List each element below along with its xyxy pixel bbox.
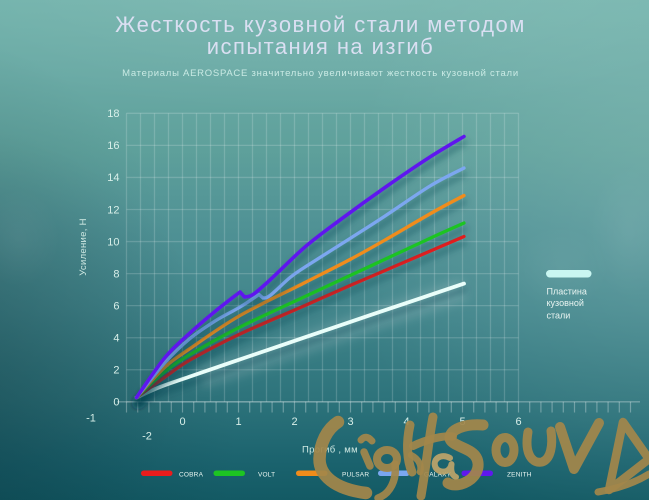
svg-text:2: 2 bbox=[113, 365, 119, 377]
svg-text:Прогиб , мм: Прогиб , мм bbox=[302, 445, 358, 456]
svg-text:-2: -2 bbox=[142, 431, 152, 443]
svg-text:GALAXY: GALAXY bbox=[424, 472, 452, 479]
svg-text:PULSAR: PULSAR bbox=[342, 472, 369, 479]
svg-text:12: 12 bbox=[107, 204, 119, 216]
svg-text:VOLT: VOLT bbox=[258, 472, 275, 479]
svg-text:8: 8 bbox=[113, 268, 119, 280]
svg-text:4: 4 bbox=[113, 333, 119, 345]
svg-text:4: 4 bbox=[403, 416, 409, 428]
svg-text:0: 0 bbox=[179, 416, 185, 428]
svg-text:0: 0 bbox=[113, 397, 119, 409]
svg-text:Пластина: Пластина bbox=[547, 287, 587, 297]
svg-text:10: 10 bbox=[107, 236, 119, 248]
svg-text:Усиление, Н: Усиление, Н bbox=[78, 218, 89, 276]
svg-text:1: 1 bbox=[235, 416, 241, 428]
svg-text:стали: стали bbox=[547, 311, 571, 321]
svg-text:кузовной: кузовной bbox=[547, 298, 584, 308]
svg-text:COBRA: COBRA bbox=[179, 472, 204, 479]
svg-text:6: 6 bbox=[113, 301, 119, 313]
svg-text:18: 18 bbox=[107, 108, 119, 120]
svg-text:6: 6 bbox=[515, 416, 521, 428]
svg-text:2: 2 bbox=[291, 416, 297, 428]
svg-text:-1: -1 bbox=[86, 413, 96, 425]
svg-text:3: 3 bbox=[347, 416, 353, 428]
svg-text:16: 16 bbox=[107, 140, 119, 152]
svg-text:14: 14 bbox=[107, 172, 119, 184]
svg-text:ZENITH: ZENITH bbox=[507, 472, 532, 479]
